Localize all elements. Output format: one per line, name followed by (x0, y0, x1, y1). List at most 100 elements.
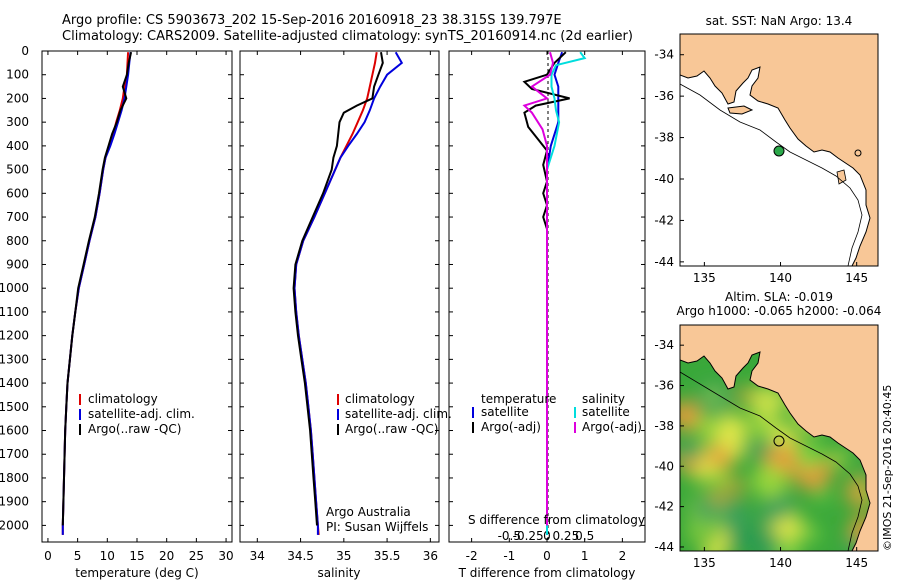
legend-climatology: climatology (88, 392, 158, 406)
depth-tick-label: 100 (6, 68, 29, 82)
legend-temp-argo: Argo(-adj) (481, 420, 541, 434)
x-tick-label: 1 (581, 549, 589, 563)
panel-2-series (522, 51, 587, 535)
temperature-axis-label: temperature (deg C) (75, 566, 198, 580)
depth-tick-label: 400 (6, 139, 29, 153)
s-tick-label: -0.25 (513, 529, 544, 543)
depth-tick-label: 1700 (0, 447, 29, 461)
panel-1-series (292, 51, 404, 535)
depth-tick-label: 300 (6, 115, 29, 129)
depth-tick-label: 1200 (0, 329, 29, 343)
map2-title-line1: Altim. SLA: -0.019 (725, 290, 833, 304)
sla-blob (727, 526, 754, 551)
series-line-argorawqc (61, 51, 133, 526)
map-lat-label: -36 (654, 89, 674, 103)
depth-tick-label: 1900 (0, 495, 29, 509)
x-tick-label: 2 (619, 549, 627, 563)
salinity-panel-frame (239, 50, 440, 543)
annotation-pi: PI: Susan Wijffels (326, 520, 428, 534)
depth-tick-label: 2000 (0, 518, 29, 532)
salinity-axis-label: salinity (317, 566, 360, 580)
temperature-panel-frame (41, 50, 233, 543)
profile-series (61, 51, 587, 535)
x-tick-label: 5 (74, 549, 82, 563)
sla-blob (749, 416, 771, 438)
sla-blob (706, 389, 721, 404)
map-lat-label: -34 (654, 48, 674, 62)
map-lat-label: -42 (654, 500, 674, 514)
x-tick-label: 30 (218, 549, 233, 563)
sla-blob (688, 528, 703, 543)
sla-blob (794, 439, 825, 470)
sla-blob (680, 439, 702, 463)
s-difference-label: S difference from climatology (468, 513, 645, 527)
sla-blob (738, 387, 753, 402)
sla-blob (695, 415, 719, 439)
sla-blob (727, 479, 743, 495)
sla-blob (774, 539, 802, 551)
series-line-argorawqc (292, 52, 384, 526)
map-lon-label: 145 (845, 556, 868, 570)
map-lon-label: 140 (769, 271, 792, 285)
series-line-satellite (546, 51, 564, 535)
map-lat-label: -34 (654, 338, 674, 352)
x-tick-label: 35.5 (374, 549, 401, 563)
x-tick-label: 34 (250, 549, 265, 563)
header-line-2: Climatology: CARS2009. Satellite-adjuste… (62, 29, 633, 44)
legend-sal-argo: Argo(-adj) (582, 420, 642, 434)
sla-blob (753, 464, 788, 499)
map2-ticks: 135 140 145 -34 -36 -38 -40 -42 -44 (654, 338, 868, 570)
panel-0-series (61, 51, 133, 535)
legend-satellite-adj: satellite-adj. clim. (345, 407, 452, 421)
map2-shelf-contour (680, 371, 863, 551)
sla-blob (763, 490, 794, 522)
legend-temperature-heading: temperature (481, 392, 556, 406)
sla-blob (812, 486, 832, 505)
x-tick-label: 36 (423, 549, 438, 563)
map1-frame (679, 33, 879, 267)
depth-tick-label: 1600 (0, 424, 29, 438)
depth-tick-label: 1100 (0, 305, 29, 319)
depth-tick-label: 800 (6, 234, 29, 248)
temperature-legend: climatology satellite-adj. clim. Argo(..… (79, 392, 195, 436)
x-tick-label: -1 (503, 549, 515, 563)
legend-argo: Argo(..raw -QC) (88, 422, 181, 436)
x-tick-label: 20 (159, 549, 174, 563)
map2-frame (679, 324, 879, 552)
map1-float-marker (773, 145, 785, 157)
x-tick-label: 0 (44, 549, 52, 563)
depth-tick-label: 1800 (0, 471, 29, 485)
depth-tick-label: 1400 (0, 376, 29, 390)
series-line-argoadj (522, 51, 555, 526)
legend-argo: Argo(..raw -QC) (345, 422, 438, 436)
sla-blob (709, 467, 730, 487)
difference-legend: temperature satellite Argo(-adj) salinit… (468, 392, 645, 527)
map2-land-north (680, 325, 878, 551)
map1-shelf-contour (680, 83, 863, 266)
map-lon-label: 135 (693, 271, 716, 285)
salinity-legend: climatology satellite-adj. clim. Argo(..… (326, 392, 452, 534)
sla-blob (680, 401, 700, 430)
imos-credit: ©IMOS 21-Sep-2016 20:40:45 (881, 385, 894, 551)
map1-kangaroo-island (727, 105, 754, 115)
map-lat-label: -44 (654, 540, 674, 554)
axis-ticks: 0 5 10 15 20 25 30 34 34.5 35 35.5 36 -2 -1 0 1 2 -0.5-0.… (44, 51, 626, 563)
depth-tick-label: 200 (6, 91, 29, 105)
sla-blob (693, 496, 720, 523)
sla-blob (717, 414, 748, 444)
map-lat-label: -40 (654, 172, 674, 186)
map-lat-label: -38 (654, 419, 674, 433)
sla-blob (831, 450, 846, 466)
sla-blob (776, 425, 797, 447)
series-line-satellite (546, 51, 587, 535)
map-lat-label: -40 (654, 459, 674, 473)
x-tick-label: -2 (466, 549, 478, 563)
depth-tick-label: 700 (6, 210, 29, 224)
map1-island-south (836, 169, 847, 185)
sla-blob (801, 524, 820, 543)
depth-tick-label: 600 (6, 186, 29, 200)
sla-blob (710, 433, 724, 447)
map-lat-label: -38 (654, 131, 674, 145)
depth-tick-label: 1300 (0, 352, 29, 366)
